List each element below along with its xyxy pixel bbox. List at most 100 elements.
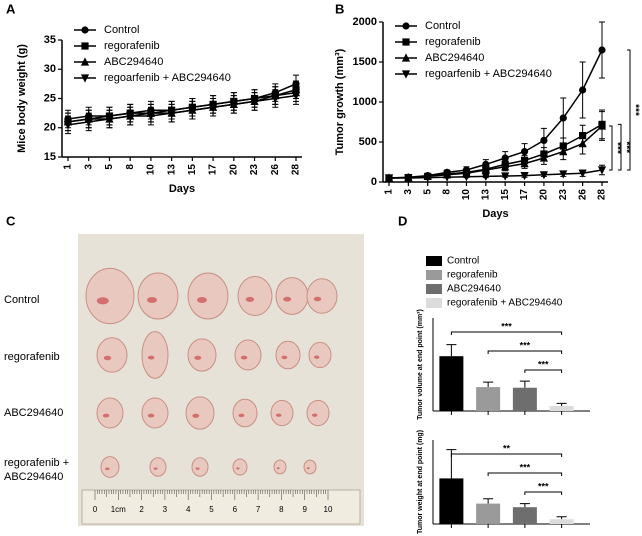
x-tick-label: 5 (422, 189, 433, 195)
legend-marker (80, 74, 90, 83)
tumor-spot (275, 413, 282, 417)
x-tick-label: 23 (249, 164, 260, 176)
legend-swatch (426, 284, 442, 294)
significance-label: *** (538, 481, 549, 491)
x-tick-label: 13 (480, 189, 491, 201)
tumor-spot (311, 413, 318, 417)
point (539, 171, 549, 180)
x-tick-label: 17 (208, 164, 219, 176)
point (442, 173, 452, 182)
tumor-spot (238, 413, 245, 418)
significance-label: ** (503, 443, 511, 453)
y-tick-label: 15 (44, 151, 56, 163)
y-axis-label: Tumor volume at end point (mm³) (417, 309, 424, 420)
point (271, 94, 280, 104)
tumor (237, 275, 273, 317)
tumor (185, 396, 215, 430)
bar (476, 503, 501, 524)
error-bar (483, 381, 494, 388)
point (63, 121, 73, 130)
tumor (96, 397, 124, 429)
x-tick-label: 28 (291, 164, 302, 176)
tumor (141, 397, 169, 429)
x-tick-label: 8 (442, 189, 453, 195)
legend-marker (81, 26, 89, 34)
legend-label: regorafenib (447, 270, 498, 281)
significance-label: *** (611, 142, 622, 154)
bar (476, 387, 501, 411)
point (188, 106, 197, 115)
tumor (232, 398, 258, 428)
legend-swatch (426, 256, 442, 266)
tumor-spot (147, 413, 155, 418)
tumor-spot (96, 297, 109, 305)
point (597, 166, 607, 175)
point (229, 100, 238, 109)
y-tick-label: 20 (44, 122, 56, 134)
x-tick-label: 20 (539, 189, 550, 201)
panel-label: C (6, 213, 16, 228)
significance-bracket (450, 331, 563, 335)
tumor (137, 272, 179, 320)
error-bar (519, 503, 530, 508)
ruler-label: 3 (163, 505, 168, 514)
point (105, 115, 114, 124)
row-label: ABC294640 (4, 407, 64, 419)
series-line (389, 169, 603, 179)
legend-label: ABC294640 (104, 56, 163, 68)
x-tick-label: 10 (146, 164, 157, 176)
error-bar (556, 516, 567, 520)
significance-bracket (487, 472, 563, 476)
series-line (67, 89, 297, 123)
point (559, 170, 568, 179)
tumor (149, 457, 167, 477)
x-tick-label: 23 (558, 189, 569, 201)
series-line (67, 83, 297, 120)
point (598, 46, 606, 54)
y-tick-label: 500 (359, 136, 377, 148)
point (501, 154, 509, 162)
y-tick-label: 25 (44, 92, 56, 104)
point (559, 114, 567, 122)
legend-label: regoarfenib + ABC294640 (104, 72, 231, 84)
point (520, 159, 529, 168)
series-line (67, 94, 297, 126)
point (291, 91, 301, 101)
point (146, 112, 156, 121)
x-tick-label: 10 (461, 189, 472, 201)
tumor (141, 331, 169, 379)
tumor-spot (240, 355, 248, 360)
point (481, 165, 490, 174)
tumor-spot (236, 467, 240, 470)
x-tick-label: 26 (577, 189, 588, 201)
significance-label: *** (520, 462, 531, 472)
y-tick-label: 30 (44, 63, 56, 75)
x-axis-label: Days (169, 183, 195, 195)
significance-bracket (450, 453, 563, 457)
legend-label: regorafenib (425, 36, 481, 48)
tumor (96, 337, 128, 373)
tumor (100, 456, 120, 478)
y-axis-label: Tumor weight at end point (mg) (417, 430, 424, 534)
error-bar (556, 402, 567, 407)
y-tick-label: 2000 (353, 16, 377, 28)
legend-label: regoarfenib + ABC294640 (425, 68, 552, 80)
tumor (270, 399, 294, 427)
bar (512, 387, 537, 411)
tumor-spot (192, 413, 200, 418)
ruler-label: 5 (209, 505, 214, 514)
tumor-spot (102, 413, 110, 418)
bar (512, 507, 537, 524)
x-axis-label: Days (482, 208, 508, 220)
x-tick-label: 17 (519, 189, 530, 201)
x-tick-label: 26 (270, 164, 281, 176)
point (481, 172, 490, 181)
y-tick-label: 0 (371, 176, 377, 188)
ruler-label: 6 (233, 505, 238, 514)
tumor (275, 340, 301, 370)
point (126, 112, 135, 121)
tumor-spot (197, 297, 207, 303)
ruler-label: 7 (256, 505, 261, 514)
point (501, 162, 510, 171)
